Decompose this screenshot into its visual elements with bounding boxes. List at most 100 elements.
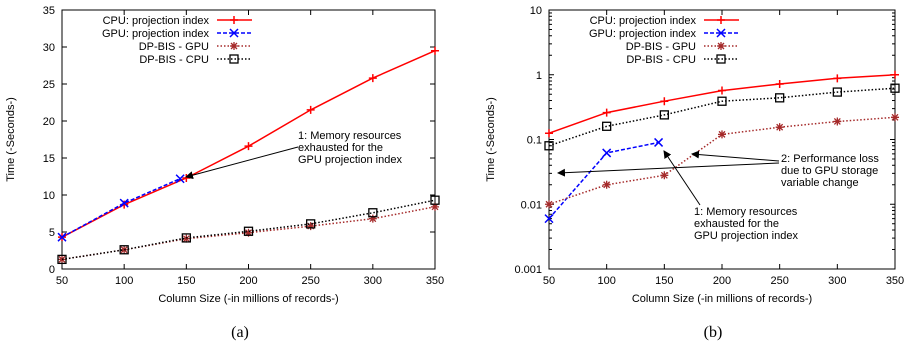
annotation-text: 1: Memory resources xyxy=(694,206,798,218)
legend-label: DP-BIS - CPU xyxy=(139,54,209,66)
annotation-text: GPU projection index xyxy=(298,154,402,166)
data-point xyxy=(306,219,316,229)
data-point xyxy=(775,123,784,132)
legend-label: CPU: projection index xyxy=(590,15,697,27)
annotation-arrow xyxy=(691,150,780,162)
y-tick-label: 0.1 xyxy=(527,135,542,147)
annotation-text: exhausted for the xyxy=(694,218,779,230)
data-point xyxy=(119,245,129,255)
x-tick-label: 50 xyxy=(543,275,555,287)
data-point xyxy=(545,129,553,138)
legend-entry: DP-BIS - CPU xyxy=(626,54,739,66)
x-tick-label: 100 xyxy=(597,275,615,287)
legend-marker xyxy=(229,28,239,38)
x-tick-label: 250 xyxy=(301,275,319,287)
data-point xyxy=(430,195,440,205)
legend-label: DP-BIS - GPU xyxy=(626,41,696,53)
legend-label: CPU: projection index xyxy=(103,15,210,27)
legend-label: GPU: projection index xyxy=(589,28,696,40)
legend-marker xyxy=(716,54,726,64)
data-point xyxy=(659,110,669,120)
data-point xyxy=(182,234,191,243)
data-point xyxy=(119,198,129,208)
y-tick-label: 15 xyxy=(43,153,55,165)
series-dp-bis-cpu xyxy=(544,83,900,151)
data-point xyxy=(891,113,899,122)
x-tick-label: 100 xyxy=(115,275,133,287)
series-line xyxy=(61,178,181,238)
legend-entry: DP-BIS - CPU xyxy=(139,54,252,66)
annotation-arrow xyxy=(663,150,701,206)
data-point xyxy=(368,74,377,83)
data-point xyxy=(431,202,439,211)
data-point xyxy=(544,141,554,151)
data-point xyxy=(368,208,378,218)
legend-marker xyxy=(230,42,238,50)
y-tick-label: 10 xyxy=(530,5,542,17)
data-point xyxy=(431,46,439,55)
data-point xyxy=(181,233,191,243)
annotation-text: GPU projection index xyxy=(694,230,798,242)
data-point xyxy=(602,180,611,189)
annotation-text: 1: Memory resources xyxy=(298,130,402,142)
x-axis-label: Column Size (-in millions of records-) xyxy=(158,293,338,305)
legend-label: DP-BIS - CPU xyxy=(626,54,696,66)
x-tick-label: 300 xyxy=(364,275,382,287)
legend-marker xyxy=(717,42,725,50)
data-point xyxy=(545,200,553,209)
data-point xyxy=(775,79,784,88)
data-point xyxy=(120,245,129,254)
series-line xyxy=(548,141,659,220)
legend-marker xyxy=(230,16,238,24)
series-line xyxy=(548,87,896,147)
data-point xyxy=(660,97,669,106)
y-tick-label: 0 xyxy=(49,264,55,276)
legend-entry: GPU: projection index xyxy=(102,28,252,40)
data-point xyxy=(244,228,253,237)
data-point xyxy=(306,222,315,231)
data-point xyxy=(244,142,253,151)
y-tick-label: 1 xyxy=(536,70,542,82)
data-point xyxy=(175,174,185,184)
x-tick-label: 300 xyxy=(828,275,846,287)
y-axis-label: Time (-Seconds-) xyxy=(485,97,497,182)
data-point xyxy=(306,105,315,114)
legend-entry: DP-BIS - GPU xyxy=(626,41,739,53)
data-point xyxy=(368,214,377,223)
y-tick-label: 20 xyxy=(43,116,55,128)
legend-marker xyxy=(716,28,726,38)
data-point xyxy=(57,254,67,265)
data-point xyxy=(602,121,612,131)
x-axis-label: Column Size (-in millions of records-) xyxy=(632,293,812,305)
data-point xyxy=(891,70,899,79)
x-tick-label: 250 xyxy=(770,275,788,287)
annotation-text: 2: Performance loss xyxy=(781,153,879,165)
chart-a: 50 100 150 200 250 300 350 0 5 10 15 20 25 30 35 Column… xyxy=(5,5,444,341)
series-dp-bis-gpu xyxy=(58,202,439,264)
annotation-text: variable change xyxy=(781,177,859,189)
data-point xyxy=(544,214,554,224)
data-point xyxy=(660,171,669,180)
data-point xyxy=(718,130,726,139)
x-tick-label: 150 xyxy=(177,275,195,287)
x-tick-label: 200 xyxy=(713,275,731,287)
annotation-arrow xyxy=(557,162,780,177)
legend-marker xyxy=(229,54,239,64)
series-gpu-projection-index xyxy=(57,174,185,242)
y-tick-label: 0.001 xyxy=(514,264,542,276)
y-tick-label: 0.01 xyxy=(521,199,542,211)
data-point xyxy=(833,74,842,83)
legend-entry: DP-BIS - GPU xyxy=(139,41,252,53)
legend-marker xyxy=(717,16,725,24)
data-point xyxy=(717,96,727,106)
legend-entry: GPU: projection index xyxy=(589,28,739,40)
data-point xyxy=(718,86,726,95)
series-cpu-projection-index xyxy=(545,70,899,138)
data-point xyxy=(832,87,842,97)
figure-caption: (a) xyxy=(231,324,249,341)
figure-caption: (b) xyxy=(704,324,723,341)
legend-label: GPU: projection index xyxy=(102,28,209,40)
data-point xyxy=(775,93,785,103)
legend-label: DP-BIS - GPU xyxy=(139,41,209,53)
